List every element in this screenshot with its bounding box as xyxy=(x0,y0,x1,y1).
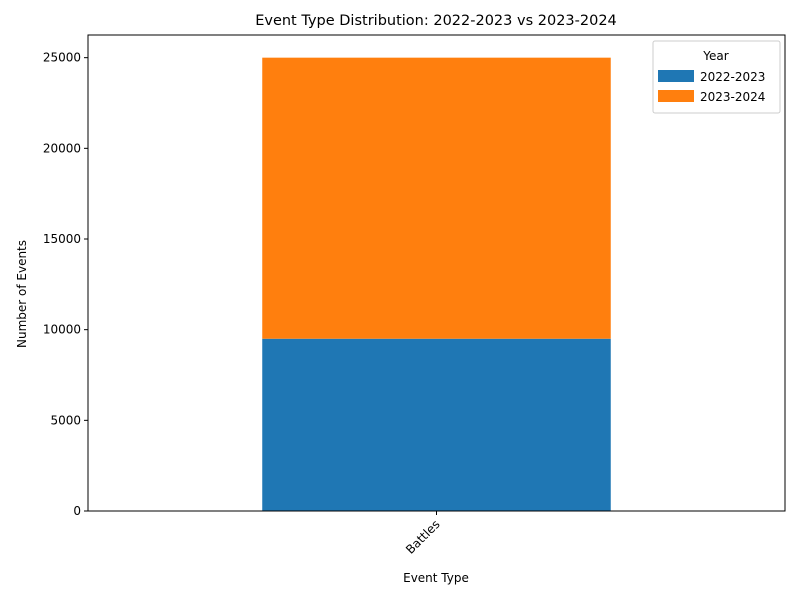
chart-title: Event Type Distribution: 2022-2023 vs 20… xyxy=(255,13,617,29)
bar-segment-2023-2024 xyxy=(262,57,611,339)
y-axis-label: Number of Events xyxy=(15,240,29,348)
y-tick-label: 15000 xyxy=(43,232,81,246)
legend-label-2022-2023: 2022-2023 xyxy=(700,70,765,84)
y-tick-label: 5000 xyxy=(50,413,81,427)
legend-items: 2022-2023 2023-2024 xyxy=(658,70,765,104)
legend-title: Year xyxy=(702,49,728,63)
y-tick-label: 10000 xyxy=(43,323,81,337)
x-axis-label: Event Type xyxy=(403,571,469,585)
bar-segment-2022-2023 xyxy=(262,338,611,511)
legend-label-2023-2024: 2023-2024 xyxy=(700,90,765,104)
plot-frame xyxy=(87,34,786,512)
legend: Year 2022-2023 2023-2024 xyxy=(652,40,781,114)
y-tick-label: 0 xyxy=(73,504,81,518)
y-tick-label: 25000 xyxy=(43,51,81,65)
y-tick-label: 20000 xyxy=(43,141,81,155)
legend-swatch-2023-2024 xyxy=(658,90,694,102)
legend-swatch-2022-2023 xyxy=(658,70,694,82)
